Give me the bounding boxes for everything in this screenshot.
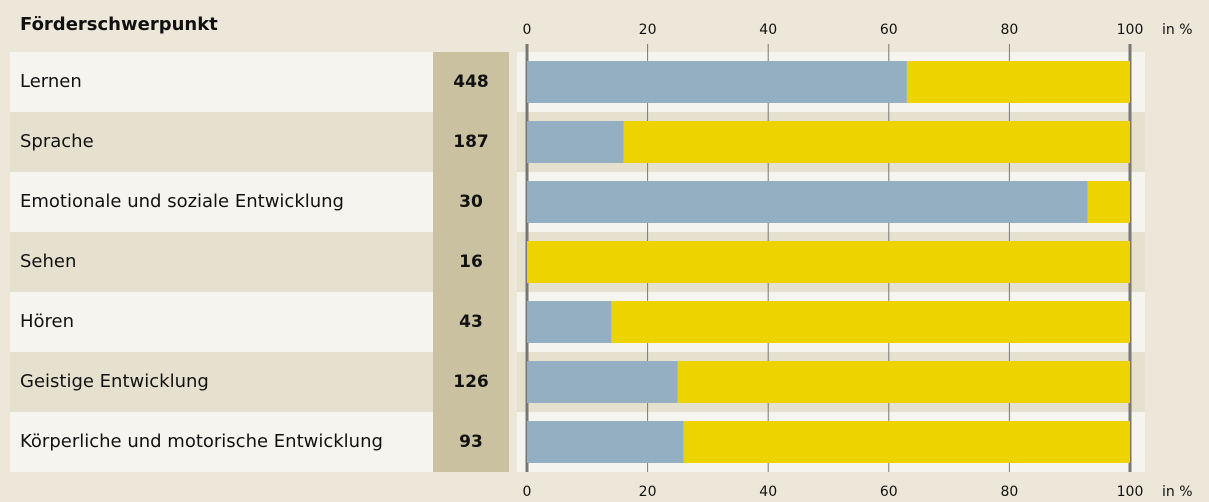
count-label: 30 xyxy=(459,192,483,212)
bar-segment xyxy=(527,121,624,163)
row-background xyxy=(10,112,433,172)
x-tick-label: 80 xyxy=(1000,484,1018,500)
count-label: 448 xyxy=(453,72,489,92)
bar-segment xyxy=(906,61,1130,103)
bar-segment xyxy=(623,121,1130,163)
count-label: 43 xyxy=(459,312,483,332)
count-cell xyxy=(433,412,509,472)
bar-segment xyxy=(677,361,1130,403)
x-tick-label: 0 xyxy=(523,22,532,38)
row-background xyxy=(10,232,433,292)
row-background xyxy=(10,52,433,112)
unit-label: in % xyxy=(1162,484,1193,500)
x-tick-label: 40 xyxy=(759,484,777,500)
x-tick-label: 60 xyxy=(880,22,898,38)
category-label: Lernen xyxy=(20,71,82,92)
category-label: Hören xyxy=(20,311,74,332)
category-label: Sprache xyxy=(20,131,94,152)
bar-segment xyxy=(527,181,1088,223)
x-tick-label: 80 xyxy=(1000,22,1018,38)
count-cell xyxy=(433,52,509,112)
count-cell xyxy=(433,112,509,172)
count-label: 126 xyxy=(453,372,489,392)
count-cell xyxy=(433,352,509,412)
row-background xyxy=(10,292,433,352)
row-background xyxy=(10,172,433,232)
x-tick-label: 60 xyxy=(880,484,898,500)
x-tick-label: 100 xyxy=(1117,484,1144,500)
chart-title: Förderschwerpunkt xyxy=(20,14,218,35)
count-cell xyxy=(433,292,509,352)
x-tick-label: 100 xyxy=(1117,22,1144,38)
bar-segment xyxy=(611,301,1130,343)
count-cell xyxy=(433,172,509,232)
count-label: 93 xyxy=(459,432,483,452)
bar-segment xyxy=(527,421,684,463)
category-label: Geistige Entwicklung xyxy=(20,371,209,392)
count-cell xyxy=(433,232,509,292)
count-label: 187 xyxy=(453,132,489,152)
count-label: 16 xyxy=(459,252,483,272)
row-background xyxy=(10,412,433,472)
category-label: Körperliche und motorische Entwicklung xyxy=(20,431,383,452)
bar-segment xyxy=(527,61,907,103)
bar-segment xyxy=(527,361,678,403)
bar-segment xyxy=(1087,181,1130,223)
x-tick-label: 20 xyxy=(639,484,657,500)
bar-segment xyxy=(683,421,1130,463)
category-label: Sehen xyxy=(20,251,76,272)
x-tick-label: 20 xyxy=(639,22,657,38)
unit-label: in % xyxy=(1162,22,1193,38)
category-label: Emotionale und soziale Entwicklung xyxy=(20,191,344,212)
x-tick-label: 40 xyxy=(759,22,777,38)
bar-segment xyxy=(527,301,612,343)
row-background xyxy=(10,352,433,412)
x-tick-label: 0 xyxy=(523,484,532,500)
bar-segment xyxy=(527,241,1130,283)
